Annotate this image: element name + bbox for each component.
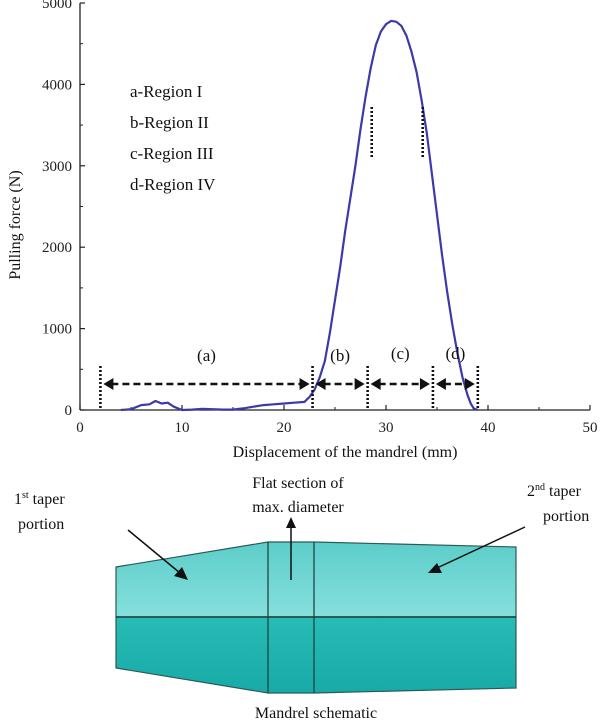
schematic-caption: Mandrel schematic xyxy=(255,705,377,722)
region-label-2: (b) xyxy=(330,346,350,365)
flat-section-label-line2: max. diameter xyxy=(252,499,344,516)
region-arrowhead xyxy=(315,378,326,390)
region-arrowhead xyxy=(419,378,430,390)
first-taper-label-line1: 1st taper xyxy=(14,490,65,508)
y-tick-label: 4000 xyxy=(42,77,72,93)
x-tick-label: 10 xyxy=(175,420,190,436)
region-arrowhead xyxy=(464,378,475,390)
region-arrow-2 xyxy=(315,378,365,390)
y-tick-label: 5000 xyxy=(42,0,72,12)
y-tick-label: 3000 xyxy=(42,159,72,175)
y-ticks: 0 1000 2000 3000 4000 5000 xyxy=(42,0,85,419)
x-ticks: 0 10 20 30 40 50 xyxy=(76,405,598,436)
region-label-4: (d) xyxy=(445,344,465,363)
y-tick-label: 2000 xyxy=(42,240,72,256)
region-label-3: (c) xyxy=(391,344,410,363)
region-arrowhead xyxy=(354,378,365,390)
second-taper-label-line1: 2nd taper xyxy=(527,482,582,500)
x-tick-label: 30 xyxy=(379,420,394,436)
x-tick-label: 0 xyxy=(76,420,84,436)
region-arrowhead xyxy=(435,378,446,390)
legend-entry-3: c-Region III xyxy=(130,144,214,163)
series-layer xyxy=(120,19,479,412)
y-tick-label: 1000 xyxy=(42,322,72,338)
first-taper-label-line2: portion xyxy=(18,516,64,533)
second-taper-arrow xyxy=(428,526,526,573)
series-line-1 xyxy=(120,19,479,412)
first-taper-arrow xyxy=(127,529,188,580)
x-tick-label: 20 xyxy=(277,420,292,436)
mandrel-schematic: 1st taper portion Flat section of max. d… xyxy=(14,475,589,722)
legend-entry-4: d-Region IV xyxy=(130,175,216,194)
mandrel-upper-half xyxy=(115,541,517,618)
region-arrowhead xyxy=(370,378,381,390)
y-tick-label: 0 xyxy=(65,403,73,419)
legend: a-Region I b-Region II c-Region III d-Regio… xyxy=(130,82,216,194)
region-arrow-4 xyxy=(435,378,475,390)
region-arrowhead xyxy=(103,378,114,390)
region-arrowhead xyxy=(299,378,310,390)
second-taper-label-line2: portion xyxy=(543,508,589,525)
legend-entry-2: b-Region II xyxy=(130,113,209,132)
flat-section-arrow xyxy=(286,517,296,580)
x-tick-label: 50 xyxy=(583,420,598,436)
region-arrow-1 xyxy=(103,378,310,390)
mandrel-lower-half xyxy=(115,616,517,694)
flat-section-label-line1: Flat section of xyxy=(252,475,344,492)
x-tick-label: 40 xyxy=(481,420,496,436)
region-annotations: (a) (b) (c) (d) xyxy=(99,107,480,410)
region-label-1: (a) xyxy=(197,346,216,365)
x-axis-title: Displacement of the mandrel (mm) xyxy=(233,444,458,461)
region-arrow-3 xyxy=(370,378,430,390)
legend-entry-1: a-Region I xyxy=(130,82,203,101)
chart: 0 10 20 30 40 50 0 1000 2000 3000 4000 5000 (a) (b)… xyxy=(7,0,598,461)
y-axis-title: Pulling force (N) xyxy=(7,170,24,279)
